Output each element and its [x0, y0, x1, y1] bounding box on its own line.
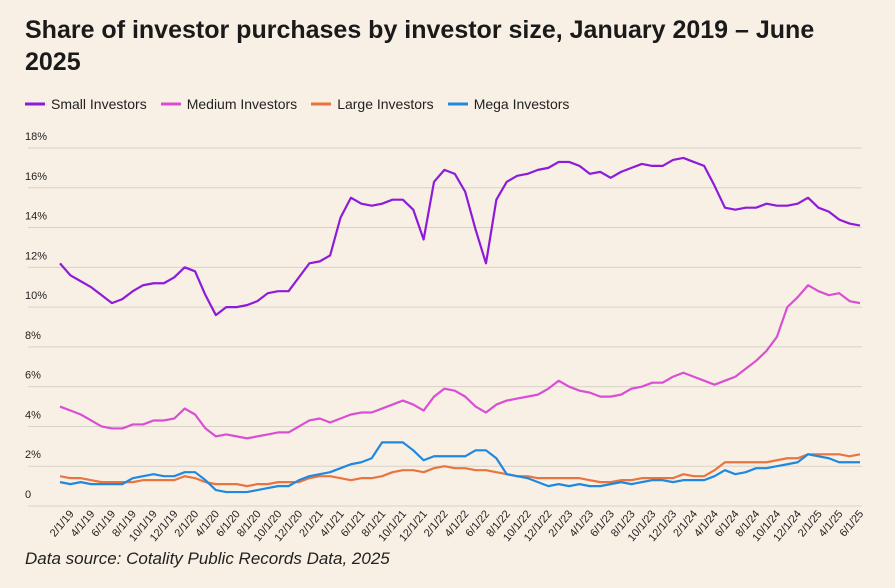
- legend-swatch: [160, 102, 181, 106]
- legend: Small Investors Medium Investors Large Inv…: [25, 96, 569, 112]
- series-line: [59, 156, 861, 317]
- y-tick-label: 0: [25, 489, 31, 501]
- legend-item: Medium Investors: [160, 96, 298, 112]
- legend-item: Small Investors: [25, 96, 147, 112]
- legend-swatch: [311, 102, 332, 106]
- series-line: [59, 441, 860, 494]
- legend-item: Large Investors: [311, 96, 434, 112]
- y-tick-label: 2%: [25, 449, 41, 461]
- y-tick-label: 6%: [25, 370, 41, 382]
- source-note: Data source: Cotality Public Records Dat…: [25, 549, 390, 568]
- y-tick-label: 18%: [25, 131, 47, 143]
- y-tick-label: 8%: [25, 330, 41, 342]
- y-tick-label: 14%: [25, 211, 47, 223]
- y-tick-label: 12%: [25, 250, 47, 262]
- y-tick-label: 10%: [25, 290, 47, 302]
- legend-label: Medium Investors: [186, 96, 298, 112]
- legend-swatch: [25, 102, 45, 106]
- legend-item: Mega Investors: [447, 96, 570, 112]
- y-tick-label: 4%: [25, 409, 41, 421]
- legend-label: Small Investors: [51, 96, 147, 112]
- chart-title: Share of investor purchases by investor …: [25, 16, 815, 76]
- legend-label: Large Investors: [337, 96, 434, 112]
- series-line: [59, 284, 861, 440]
- legend-swatch: [447, 102, 468, 106]
- legend-label: Mega Investors: [473, 96, 570, 112]
- y-tick-label: 16%: [25, 171, 47, 183]
- series-line: [59, 453, 861, 488]
